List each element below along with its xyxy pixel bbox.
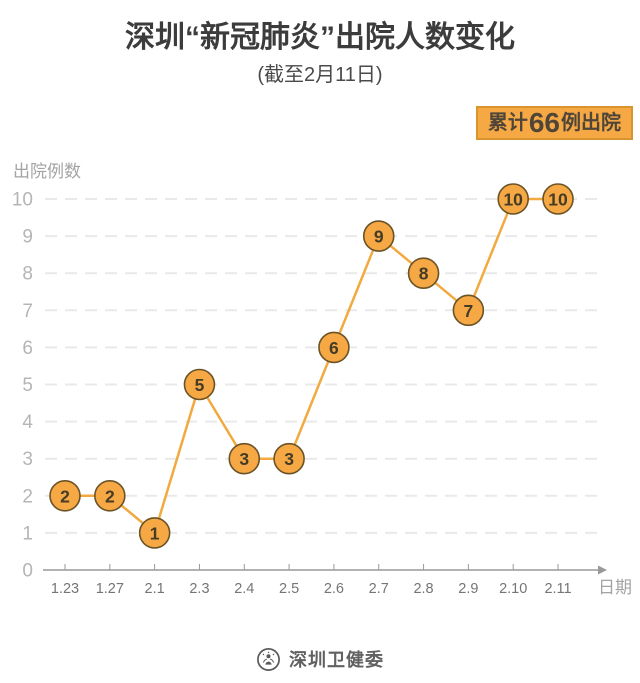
x-tick-label: 2.9 xyxy=(458,581,478,597)
data-point-marker xyxy=(542,183,574,215)
data-point-value: 3 xyxy=(284,449,294,469)
x-tick-label: 2.3 xyxy=(189,581,209,597)
y-tick-label: 8 xyxy=(22,264,33,285)
x-tick-label: 2.5 xyxy=(279,581,299,597)
data-point-value: 10 xyxy=(548,190,568,210)
data-point-value: 3 xyxy=(239,449,249,469)
data-point-marker xyxy=(318,331,350,364)
data-point-marker xyxy=(228,442,261,475)
footer-source-text: 深圳卫健委 xyxy=(289,650,384,670)
data-point-value: 5 xyxy=(195,375,205,395)
data-point-value: 6 xyxy=(329,338,339,358)
data-point-marker xyxy=(49,479,81,512)
data-point-value: 7 xyxy=(464,301,474,321)
x-axis-arrow xyxy=(598,565,607,575)
data-point-marker xyxy=(497,183,530,215)
x-tick-label: 1.23 xyxy=(51,581,79,597)
x-tick-label: 2.11 xyxy=(544,581,571,597)
y-tick-label: 6 xyxy=(22,338,33,359)
chart-area: 出院例数 0 1 2 3 4 5 6 7 8 9 10 1.23 1.27 2.1 2.3 2.4 2.5 2.6 2… xyxy=(0,150,640,620)
data-point-marker xyxy=(452,294,485,327)
y-tick-label: 10 xyxy=(12,190,33,211)
x-tick-label: 2.1 xyxy=(145,581,165,597)
x-tick-label: 2.6 xyxy=(324,581,344,597)
x-axis-label: 日期 xyxy=(598,578,632,597)
data-point-marker xyxy=(407,257,440,289)
badge-suffix: 例出院 xyxy=(561,112,621,134)
page-subtitle: (截至2月11日) xyxy=(257,64,383,86)
y-tick-label: 4 xyxy=(22,412,33,433)
cumulative-total-badge: 累计 66 例出院 xyxy=(475,106,633,140)
data-point-value: 2 xyxy=(105,486,115,506)
x-tick-label: 1.27 xyxy=(96,581,124,597)
y-axis-label: 出院例数 xyxy=(13,162,81,181)
data-point-value: 1 xyxy=(150,523,160,543)
y-tick-label: 1 xyxy=(22,523,33,544)
series-line xyxy=(65,197,559,535)
health-commission-logo-icon xyxy=(256,647,281,672)
data-point-marker xyxy=(138,517,171,549)
x-tick-label: 2.10 xyxy=(499,581,527,597)
x-tick-label: 2.7 xyxy=(369,581,389,597)
data-point-value: 2 xyxy=(60,486,70,506)
y-tick-label: 2 xyxy=(22,486,33,507)
y-tick-label: 0 xyxy=(22,561,33,582)
y-tick-label: 5 xyxy=(22,375,33,396)
x-tick-label: 2.4 xyxy=(234,581,254,597)
data-point-value: 10 xyxy=(503,190,523,210)
line-chart: 出院例数 0 1 2 3 4 5 6 7 8 9 10 1.23 1.27 2.1 2.3 2.4 2.5 2.6 2… xyxy=(12,162,632,597)
page-title: 深圳“新冠肺炎”出院人数变化 xyxy=(125,21,515,54)
data-point-value: 8 xyxy=(419,264,429,284)
data-point-marker xyxy=(183,368,216,401)
badge-count: 66 xyxy=(528,107,560,138)
y-tick-label: 9 xyxy=(22,227,33,248)
data-point-marker xyxy=(94,479,126,512)
x-tick-label: 2.8 xyxy=(413,581,433,597)
y-tick-label: 3 xyxy=(22,449,33,470)
footer: 深圳卫健委 xyxy=(0,646,640,672)
data-point-marker xyxy=(362,220,395,252)
badge-prefix: 累计 xyxy=(487,112,528,134)
data-point-marker xyxy=(273,442,305,475)
y-tick-label: 7 xyxy=(22,301,33,322)
data-point-value: 9 xyxy=(374,227,384,247)
